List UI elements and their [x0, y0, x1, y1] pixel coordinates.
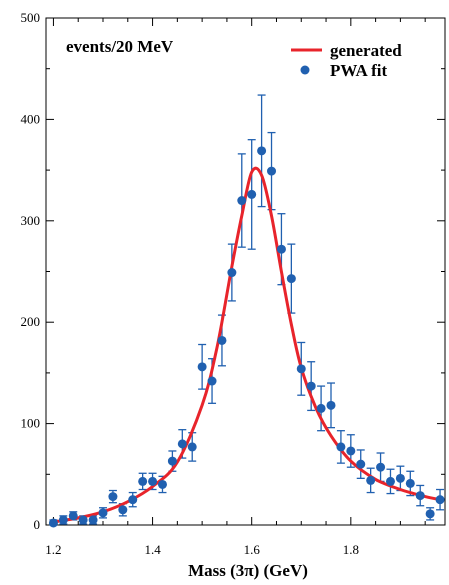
data-point — [108, 492, 118, 502]
legend-label-generated: generated — [330, 41, 402, 60]
generated-curve — [53, 166, 441, 524]
x-axis-title: Mass (3π) (GeV) — [188, 561, 308, 580]
y-tick-label: 500 — [21, 10, 41, 25]
data-point — [346, 446, 356, 456]
data-point — [187, 442, 197, 452]
data-point — [197, 362, 207, 372]
data-point — [48, 518, 58, 528]
data-point — [78, 515, 88, 525]
data-point — [98, 508, 108, 518]
data-point — [157, 479, 167, 489]
data-point — [316, 403, 326, 413]
error-bars — [49, 94, 445, 526]
data-point — [217, 335, 227, 345]
data-point — [207, 376, 217, 386]
data-point — [435, 495, 445, 505]
y-tick-label: 300 — [21, 213, 41, 228]
data-point — [227, 268, 237, 278]
annotation-label: events/20 MeV — [66, 37, 174, 56]
data-point — [276, 244, 286, 254]
data-point — [366, 475, 376, 485]
data-point — [237, 196, 247, 206]
data-point — [306, 381, 316, 391]
data-point — [247, 189, 257, 199]
data-point — [58, 515, 68, 525]
x-tick-label: 1.6 — [244, 542, 261, 557]
data-point — [177, 439, 187, 449]
plot-frame — [45, 17, 446, 526]
data-point — [138, 476, 148, 486]
data-point — [167, 456, 177, 466]
data-point — [415, 491, 425, 501]
legend: generated PWA fit — [291, 41, 402, 80]
data-point — [68, 511, 78, 521]
x-tick-label: 1.4 — [144, 542, 161, 557]
legend-label-pwa-fit: PWA fit — [330, 61, 387, 80]
data-point — [118, 505, 128, 515]
axis-ticks — [46, 17, 445, 526]
data-point — [356, 459, 366, 469]
data-point — [267, 166, 277, 176]
data-point — [88, 515, 98, 525]
data-point — [385, 476, 395, 486]
data-point — [326, 400, 336, 410]
y-tick-label: 100 — [21, 416, 41, 431]
y-tick-label: 0 — [34, 517, 41, 532]
data-point — [405, 478, 415, 488]
data-point — [376, 462, 386, 472]
data-point — [257, 146, 267, 156]
data-point — [425, 509, 435, 519]
x-tick-labels: 1.2 1.4 1.6 1.8 — [45, 542, 359, 557]
y-tick-label: 400 — [21, 111, 41, 126]
pwa-fit-points — [48, 146, 445, 528]
x-tick-label: 1.8 — [343, 542, 359, 557]
legend-swatch-pwa-fit — [300, 65, 310, 75]
data-point — [148, 476, 158, 486]
y-tick-label: 200 — [21, 314, 41, 329]
data-point — [286, 274, 296, 284]
data-point — [336, 442, 346, 452]
data-point — [296, 364, 306, 374]
x-tick-label: 1.2 — [45, 542, 61, 557]
data-point — [128, 495, 138, 505]
y-tick-labels: 0 100 200 300 400 500 — [21, 10, 41, 532]
data-point — [395, 473, 405, 483]
